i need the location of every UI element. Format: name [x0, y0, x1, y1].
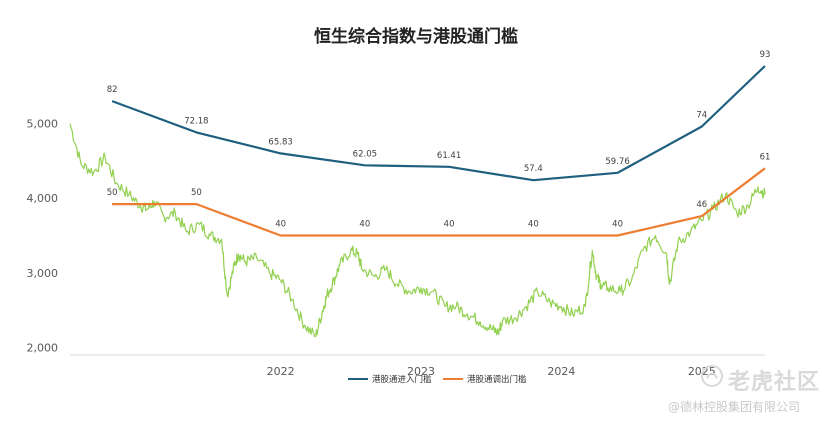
data-label: 40: [612, 220, 623, 230]
data-label: 59.76: [605, 157, 629, 167]
entry-threshold-line: [111, 65, 766, 182]
y-tick-label: 4,000: [27, 192, 59, 205]
tiger-logo-icon: [700, 364, 724, 392]
legend-label: 港股通进入门槛: [372, 374, 432, 385]
y-tick-label: 2,000: [27, 342, 59, 355]
data-label: 93: [760, 50, 771, 60]
chart-title: 恒生综合指数与港股通门槛: [314, 26, 518, 47]
legend-label: 港股通调出门槛: [467, 374, 527, 385]
x-tick-label: 2022: [267, 365, 295, 378]
data-label: 62.05: [353, 149, 377, 159]
data-label: 50: [107, 188, 118, 198]
data-label: 40: [444, 220, 455, 230]
y-tick-label: 3,000: [27, 267, 59, 280]
data-label: 40: [275, 220, 286, 230]
exit-threshold-line: [112, 167, 766, 237]
data-label: 82: [107, 85, 118, 95]
data-label: 72.18: [184, 116, 208, 126]
x-tick-label: 2024: [547, 365, 575, 378]
data-label: 65.83: [268, 137, 292, 147]
data-label: 61: [760, 152, 771, 162]
x-tick-label: 2023: [407, 365, 435, 378]
data-label: 57.4: [524, 164, 543, 174]
data-label: 74: [696, 110, 707, 120]
watermark-brand: 老虎社区: [728, 370, 821, 395]
data-label: 61.41: [437, 151, 461, 161]
data-label: 46: [696, 200, 707, 210]
data-label: 50: [191, 188, 202, 198]
index-series-line: [69, 123, 766, 338]
data-label: 40: [528, 220, 539, 230]
watermark-credit: @德林控股集团有限公司: [668, 400, 801, 414]
y-tick-label: 5,000: [27, 117, 59, 130]
data-label: 40: [359, 220, 370, 230]
